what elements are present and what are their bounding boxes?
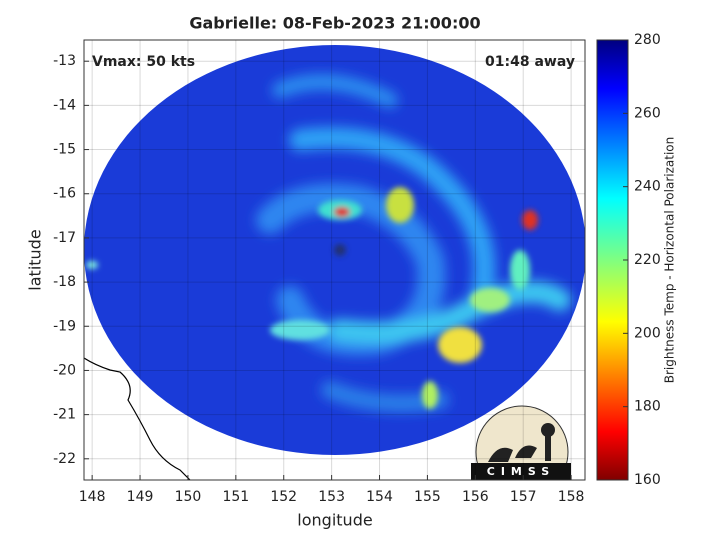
colorbar (596, 39, 629, 481)
plot-area: CIMSS (84, 40, 585, 480)
colorbar-label: Brightness Temp - Horizontal Polarizatio… (663, 137, 677, 384)
coastline (84, 357, 191, 480)
y-tick-label: -21 (53, 407, 76, 423)
title: Gabrielle: 08-Feb-2023 21:00:00 (189, 14, 480, 33)
annotation: Vmax: 50 kts (92, 54, 195, 70)
satellite-swath (84, 45, 585, 455)
plot-frame (83, 39, 586, 481)
x-tick-label: 157 (510, 489, 537, 505)
colorbar-tick-label: 280 (634, 32, 661, 48)
y-tick-label: -17 (53, 230, 76, 246)
colorbar-tick-label: 260 (634, 105, 661, 121)
x-tick-label: 151 (222, 489, 249, 505)
colorbar-tick-label: 240 (634, 179, 661, 195)
annotation: 01:48 away (485, 54, 575, 70)
x-tick-label: 150 (175, 489, 202, 505)
cimss-logo: CIMSS (471, 405, 571, 480)
colorbar-tick-label: 220 (634, 252, 661, 268)
x-tick-label: 152 (270, 489, 297, 505)
colorbar-tick-label: 160 (634, 472, 661, 488)
x-tick-label: 153 (318, 489, 345, 505)
y-tick-label: -13 (53, 53, 76, 69)
x-tick-label: 155 (414, 489, 441, 505)
y-tick-label: -15 (53, 142, 76, 158)
colorbar-tick-label: 200 (634, 325, 661, 341)
y-tick-label: -18 (53, 274, 76, 290)
x-tick-label: 156 (462, 489, 489, 505)
x-tick-label: 158 (558, 489, 585, 505)
colorbar-tick-label: 180 (634, 399, 661, 415)
y-axis-label: latitude (26, 229, 45, 290)
y-tick-label: -19 (53, 318, 76, 334)
y-tick-label: -16 (53, 186, 76, 202)
x-tick-label: 149 (127, 489, 154, 505)
x-axis-label: longitude (297, 511, 372, 530)
logo-text: CIMSS (487, 465, 555, 478)
y-tick-label: -20 (53, 362, 76, 378)
y-tick-label: -22 (53, 451, 76, 467)
axes: 148 149 150 151 152 153 154 155 156 157 158 -13 -14 -… (53, 40, 585, 505)
y-tick-label: -14 (53, 97, 76, 113)
x-tick-label: 148 (79, 489, 106, 505)
x-tick-label: 154 (366, 489, 393, 505)
